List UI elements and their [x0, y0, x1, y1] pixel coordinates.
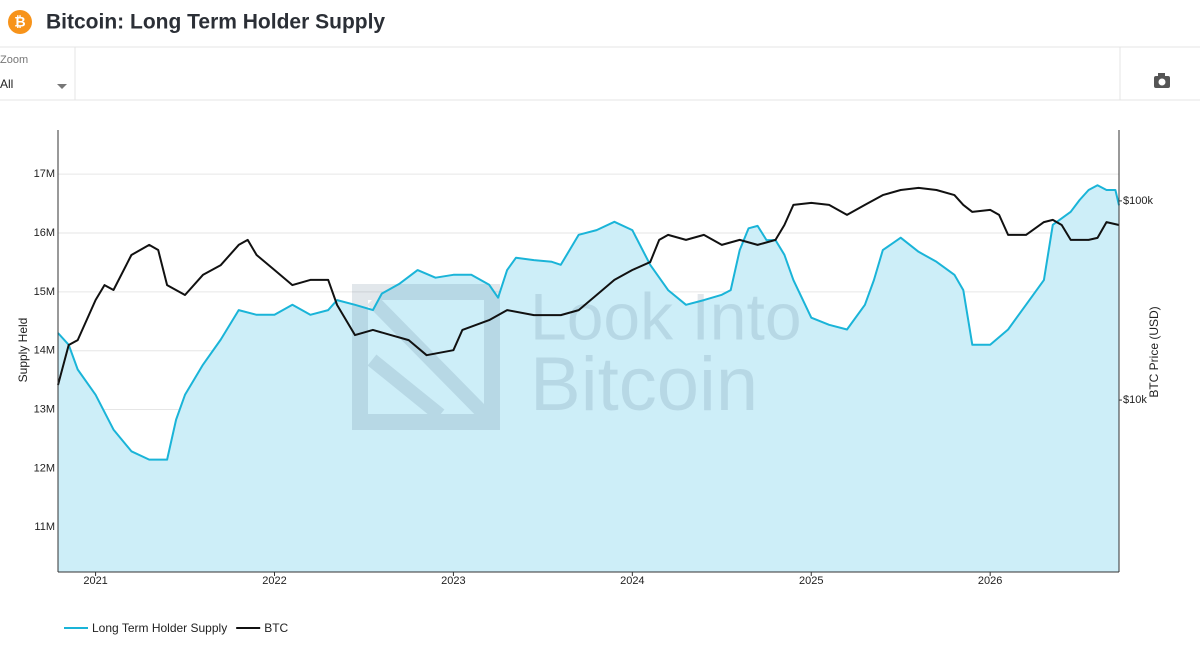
x-tick-label: 2023: [441, 575, 465, 587]
chart-title: Bitcoin: Long Term Holder Supply: [46, 11, 385, 34]
watermark: Look Into Bitcoin: [352, 279, 802, 430]
camera-lens: [1158, 78, 1166, 86]
legend-label: BTC: [264, 621, 288, 635]
y-axis-label: Supply Held: [16, 318, 30, 383]
y-tick-label: 17M: [34, 168, 55, 180]
watermark-text: Bitcoin: [530, 342, 758, 427]
watermark-text: Look Into: [530, 279, 802, 353]
x-tick-label: 2024: [620, 575, 644, 587]
x-tick-label: 2025: [799, 575, 823, 587]
line: [57, 184, 1120, 461]
x-tick-label: 2022: [262, 575, 286, 587]
y-tick-label: 12M: [34, 462, 55, 474]
y-tick-label: 14M: [34, 345, 55, 357]
x-tick-label: 2026: [978, 575, 1002, 587]
bitcoin-icon: [8, 10, 32, 34]
x-tick-label: 2021: [83, 575, 107, 587]
y2-tick-label: $10k: [1123, 394, 1147, 406]
zoom-label: Zoom: [0, 54, 28, 66]
y2-tick-label: $100k: [1123, 195, 1153, 207]
y2-axis-label: BTC Price (USD): [1147, 306, 1161, 397]
area: [58, 185, 1119, 573]
y-tick-label: 11M: [34, 521, 55, 533]
watermark-logo: [352, 284, 500, 430]
y-tick-label: 13M: [34, 403, 55, 415]
camera-top: [1158, 73, 1165, 77]
zoom-select[interactable]: All: [0, 77, 13, 91]
line: [57, 186, 1120, 386]
dropdown-arrow[interactable]: [57, 84, 67, 89]
camera-button[interactable]: [1154, 73, 1170, 88]
bitcoin-symbol: ₿: [14, 14, 25, 30]
y-tick-label: 15M: [34, 286, 55, 298]
y-tick-label: 16M: [34, 227, 55, 239]
legend-label: Long Term Holder Supply: [92, 621, 227, 635]
watermark-logo: [367, 295, 490, 421]
